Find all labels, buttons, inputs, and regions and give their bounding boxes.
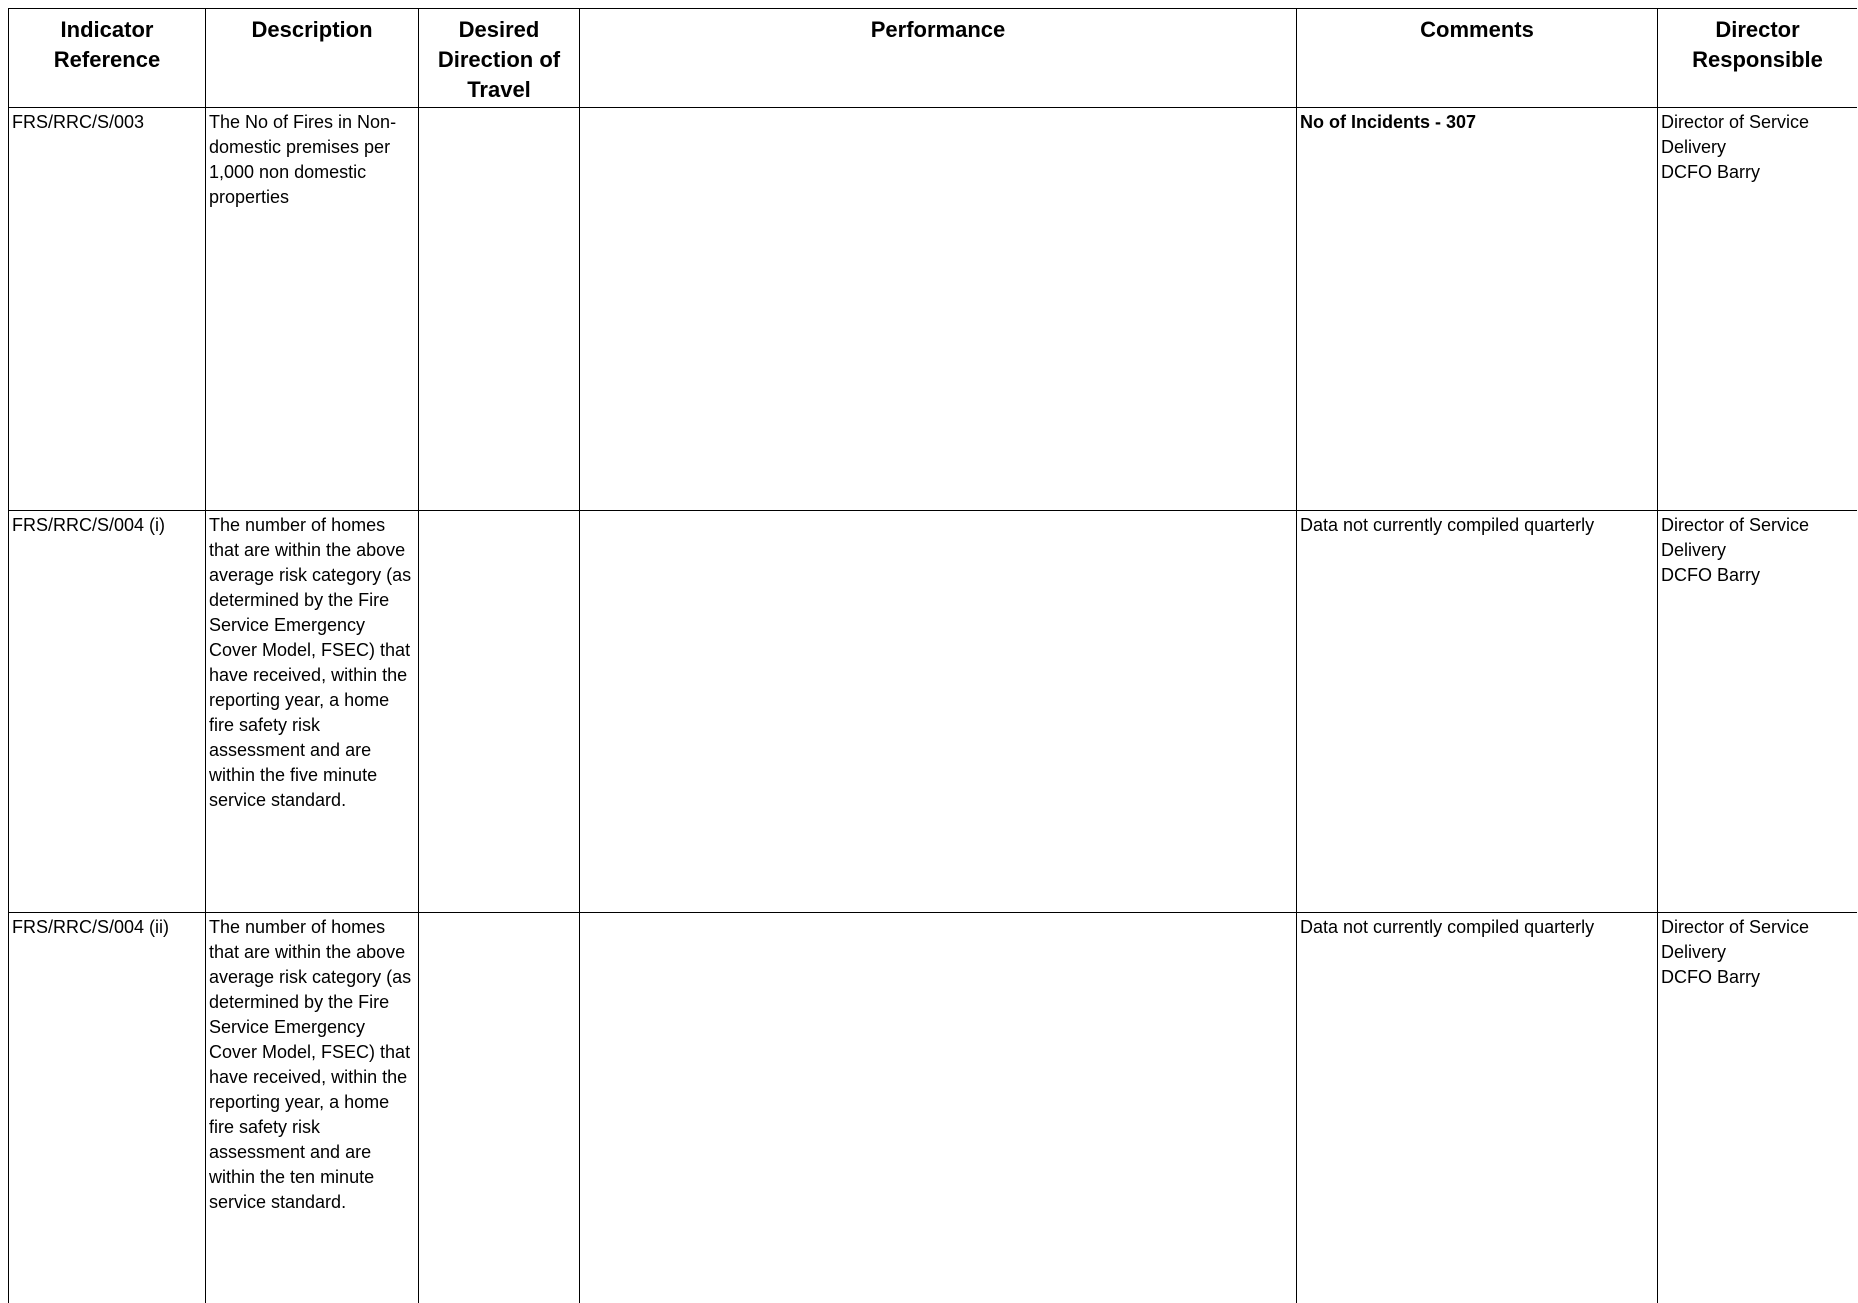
- comments-cell: No of Incidents - 307: [1296, 107, 1658, 511]
- director-line: Director of Service Delivery: [1661, 515, 1810, 560]
- description-cell: The No of Fires in Non-domestic premises…: [205, 107, 419, 511]
- director-line: Director of Service Delivery: [1661, 112, 1810, 157]
- reference-cell: FRS/RRC/S/004 (ii): [8, 912, 206, 1303]
- direction-cell: [418, 912, 580, 1303]
- data-row: FRS/RRC/S/004 (ii) The number of homes th…: [8, 912, 1857, 1303]
- comments-cell: Data not currently compiled quarterly: [1296, 912, 1658, 1303]
- description-cell: The number of homes that are within the …: [205, 510, 419, 913]
- reference-cell: FRS/RRC/S/003: [8, 107, 206, 511]
- director-cell: Director of Service Delivery DCFO Barry: [1657, 912, 1857, 1303]
- data-row: FRS/RRC/S/004 (i) The number of homes tha…: [8, 510, 1857, 913]
- header-cell: Indicator Reference: [8, 8, 206, 108]
- director-line: Director of Service Delivery: [1661, 917, 1810, 962]
- header-cell: Comments: [1296, 8, 1658, 108]
- performance-cell: 0.00100.00200.00300.00400.00500.00600.00…: [579, 912, 1297, 1303]
- comments-cell: Data not currently compiled quarterly: [1296, 510, 1658, 913]
- performance-cell: 0.002.004.006.008.0010.0012.0014.0016.00…: [579, 107, 1297, 511]
- header-cell: Description: [205, 8, 419, 108]
- header-cell: Desired Direction of Travel: [418, 8, 580, 108]
- report-table: Indicator Reference Description Desired Di…: [8, 8, 1857, 1303]
- director-line: DCFO Barry: [1661, 565, 1760, 585]
- reference-cell: FRS/RRC/S/004 (i): [8, 510, 206, 913]
- data-row: FRS/RRC/S/003 The No of Fires in Non-dome…: [8, 107, 1857, 511]
- description-cell: The number of homes that are within the …: [205, 912, 419, 1303]
- director-cell: Director of Service Delivery DCFO Barry: [1657, 107, 1857, 511]
- page: Indicator Reference Description Desired Di…: [8, 8, 1857, 1303]
- director-cell: Director of Service Delivery DCFO Barry: [1657, 510, 1857, 913]
- header-cell: Director Responsible: [1657, 8, 1857, 108]
- header-cell: Performance: [579, 8, 1297, 108]
- performance-cell: 0.00100.00200.00300.00400.00500.00600.00…: [579, 510, 1297, 913]
- header-row: Indicator Reference Description Desired Di…: [8, 8, 1857, 108]
- direction-cell: [418, 107, 580, 511]
- director-line: DCFO Barry: [1661, 162, 1760, 182]
- direction-cell: [418, 510, 580, 913]
- director-line: DCFO Barry: [1661, 967, 1760, 987]
